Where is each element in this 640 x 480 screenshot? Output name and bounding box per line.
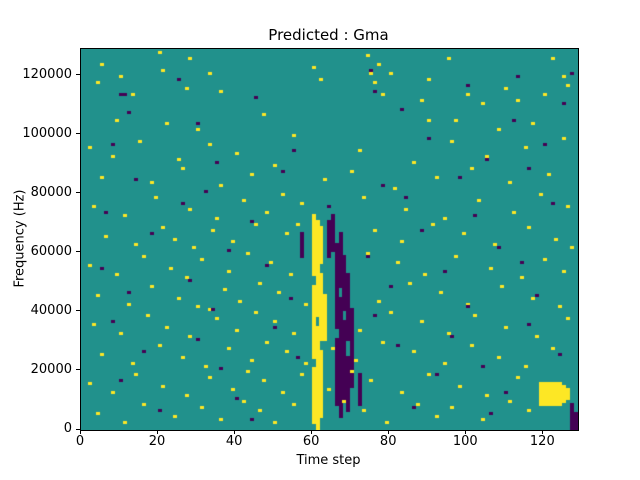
x-tick-label: 40 — [225, 434, 243, 449]
x-tick-label: 80 — [379, 434, 397, 449]
y-tick-label: 0 — [63, 421, 72, 436]
x-tick-mark — [541, 430, 543, 434]
x-tick-label: 120 — [529, 434, 555, 449]
y-tick-label: 80000 — [30, 184, 72, 200]
x-tick-mark — [156, 430, 158, 434]
y-tick-mark — [76, 310, 80, 312]
x-tick-label: 20 — [148, 434, 166, 449]
y-tick-label: 20000 — [30, 361, 72, 377]
y-tick-label: 100000 — [22, 125, 72, 141]
plot-area — [80, 48, 579, 431]
chart-title: Predicted : Gma — [268, 26, 389, 44]
x-tick-label: 100 — [452, 434, 478, 449]
heatmap-canvas — [81, 49, 578, 430]
y-tick-label: 40000 — [30, 302, 72, 318]
y-tick-mark — [76, 133, 80, 135]
y-tick-mark — [76, 74, 80, 76]
x-axis-label: Time step — [296, 453, 361, 468]
y-tick-label: 120000 — [22, 66, 72, 82]
y-tick-mark — [76, 192, 80, 194]
x-tick-label: 0 — [75, 434, 85, 449]
y-tick-mark — [76, 251, 80, 253]
y-tick-mark — [76, 369, 80, 371]
y-tick-label: 60000 — [30, 243, 72, 259]
x-tick-mark — [79, 430, 81, 434]
x-tick-mark — [387, 430, 389, 434]
x-tick-label: 60 — [302, 434, 320, 449]
x-tick-mark — [310, 430, 312, 434]
x-tick-mark — [464, 430, 466, 434]
x-tick-mark — [233, 430, 235, 434]
y-tick-mark — [76, 428, 80, 430]
